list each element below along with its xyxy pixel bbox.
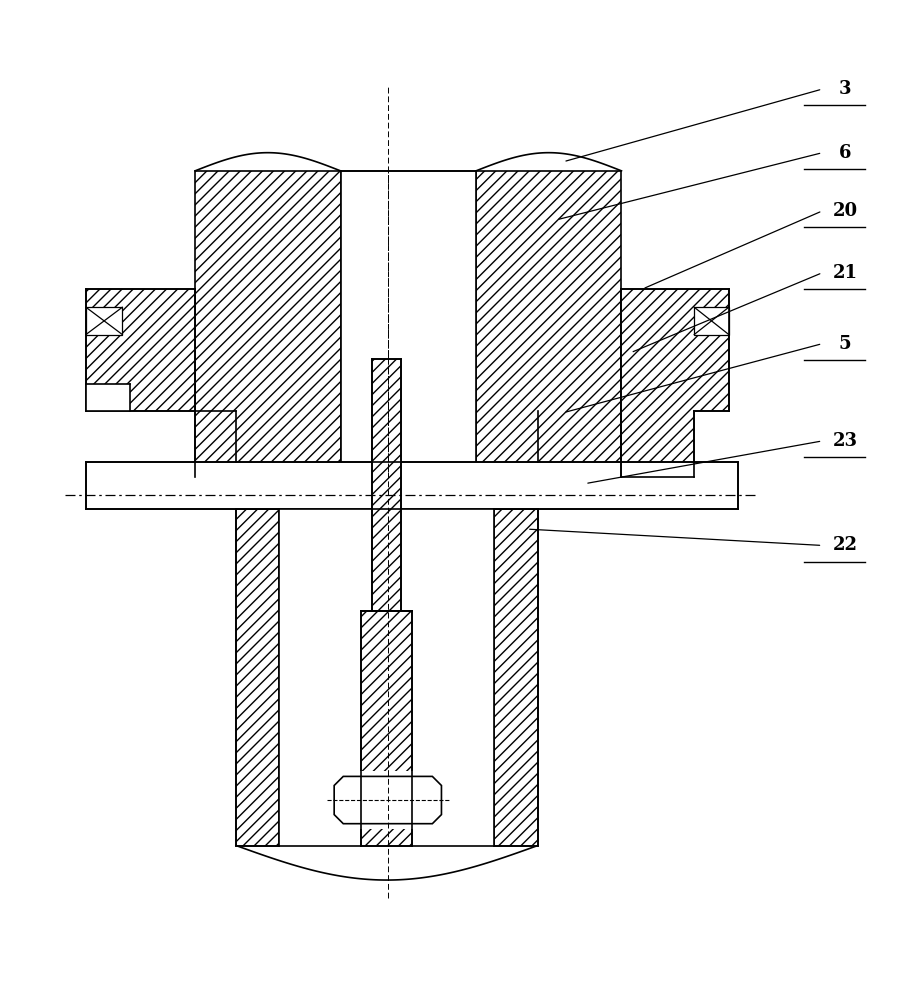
Polygon shape	[693, 307, 728, 335]
Bar	[86, 462, 737, 509]
Polygon shape	[620, 289, 728, 477]
Polygon shape	[236, 846, 537, 900]
Bar	[340, 171, 476, 477]
Text: 20: 20	[832, 202, 856, 220]
Polygon shape	[86, 307, 122, 335]
Text: 23: 23	[832, 432, 856, 450]
Polygon shape	[236, 509, 279, 846]
Text: 22: 22	[832, 536, 856, 554]
Bar	[326, 771, 448, 829]
Polygon shape	[494, 509, 537, 846]
Text: 5: 5	[838, 335, 851, 353]
Polygon shape	[333, 776, 441, 824]
Text: 6: 6	[838, 144, 851, 162]
Polygon shape	[86, 289, 195, 411]
Polygon shape	[476, 171, 620, 477]
Bar	[86, 384, 129, 411]
Text: 3: 3	[838, 80, 851, 98]
Polygon shape	[372, 359, 401, 611]
Bar	[279, 509, 494, 846]
Polygon shape	[360, 611, 412, 846]
Polygon shape	[195, 171, 340, 477]
Text: 21: 21	[832, 264, 856, 282]
